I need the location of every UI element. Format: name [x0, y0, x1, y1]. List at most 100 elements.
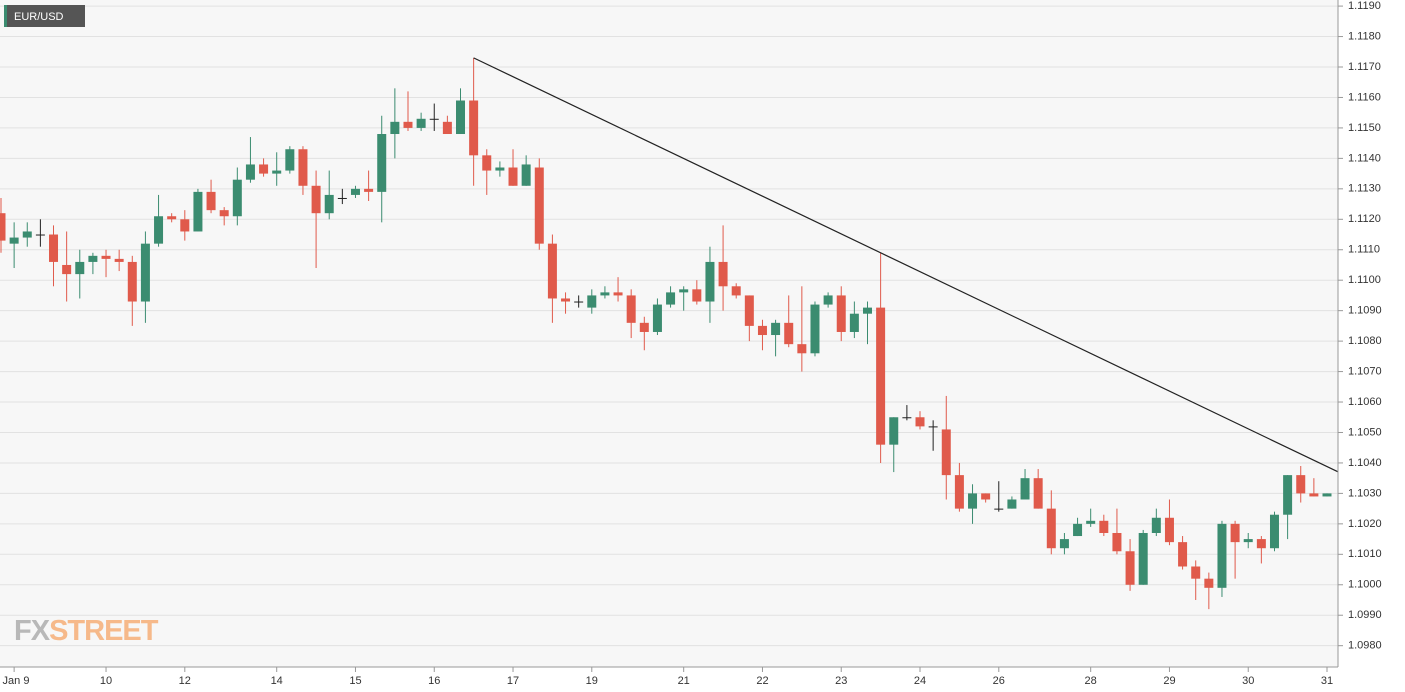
- candle-body: [600, 292, 610, 296]
- candle-body: [534, 167, 544, 244]
- candle-body: [547, 243, 557, 299]
- candle-body: [876, 307, 886, 445]
- candle-body: [337, 197, 347, 199]
- candle-body: [613, 292, 623, 296]
- candle-body: [1007, 499, 1017, 509]
- candle-body: [1086, 520, 1096, 524]
- candle-body: [928, 426, 938, 428]
- candle-body: [272, 170, 282, 174]
- candle-body: [62, 264, 72, 275]
- x-tick-label: 16: [428, 675, 440, 687]
- candle-body: [954, 475, 964, 509]
- candle-body: [259, 164, 269, 174]
- y-tick-label: 1.1130: [1348, 183, 1381, 195]
- candle-body: [127, 261, 137, 302]
- x-tick-label: 24: [914, 675, 926, 687]
- candle-body: [1073, 523, 1083, 537]
- candle-body: [311, 185, 321, 214]
- y-tick-label: 1.1090: [1348, 305, 1382, 317]
- candle-body: [915, 417, 925, 427]
- candle-body: [429, 118, 439, 120]
- x-tick-label: Jan 9: [3, 675, 30, 687]
- y-tick-label: 1.1140: [1348, 152, 1381, 164]
- candle-body: [521, 164, 531, 186]
- candle-body: [324, 194, 334, 214]
- candle-body: [377, 134, 387, 192]
- y-tick-label: 1.1160: [1348, 91, 1381, 103]
- x-tick-label: 22: [756, 675, 768, 687]
- candle-body: [154, 216, 164, 244]
- candle-body: [206, 191, 216, 211]
- legend-label: EUR/USD: [14, 11, 64, 23]
- candle-body: [968, 493, 978, 509]
- y-tick-label: 1.1190: [1348, 0, 1381, 12]
- candle-body: [245, 164, 255, 180]
- candle-body: [88, 255, 98, 262]
- y-tick-label: 1.1030: [1348, 487, 1382, 499]
- candle-body: [75, 261, 85, 275]
- y-tick-label: 1.1070: [1348, 365, 1382, 377]
- candle-body: [1217, 523, 1227, 588]
- y-tick-label: 1.1170: [1348, 61, 1381, 73]
- candle-body: [626, 295, 636, 323]
- candle-body: [1151, 517, 1161, 533]
- candle-body: [731, 286, 741, 296]
- candle-body: [994, 508, 1004, 510]
- candle-body: [836, 295, 846, 332]
- candle-body: [140, 243, 150, 302]
- candle-body: [574, 301, 584, 303]
- y-tick-label: 1.1100: [1348, 274, 1381, 286]
- candle-body: [718, 261, 728, 287]
- candle-body: [1125, 551, 1135, 585]
- candle-body: [101, 255, 111, 259]
- candle-body: [456, 100, 466, 135]
- candle-body: [403, 121, 413, 128]
- y-tick-label: 1.0990: [1348, 609, 1382, 621]
- x-tick-label: 12: [179, 675, 191, 687]
- candle-body: [1059, 539, 1069, 549]
- candle-body: [9, 237, 19, 244]
- x-tick-label: 10: [100, 675, 112, 687]
- axes: 1.0980 1.0990 1.1000 1.1010 1.1020 1.1030 1.10…: [3, 0, 1382, 687]
- candle-body: [495, 167, 505, 171]
- y-tick-label: 1.1020: [1348, 518, 1382, 530]
- y-tick-label: 1.1010: [1348, 548, 1382, 560]
- y-tick-label: 1.1000: [1348, 579, 1382, 591]
- candle-body: [1243, 539, 1253, 543]
- candle-body: [744, 295, 754, 326]
- x-tick-label: 28: [1085, 675, 1097, 687]
- candle-body: [364, 188, 374, 192]
- candle-body: [862, 307, 872, 314]
- candle-body: [1099, 520, 1109, 533]
- candle-body: [1046, 508, 1056, 549]
- watermark-fx: FX: [14, 615, 51, 647]
- candle-body: [1256, 539, 1266, 549]
- candle-body: [652, 304, 662, 332]
- candle-body: [1020, 478, 1030, 500]
- candle-body: [298, 149, 308, 186]
- candle-body: [219, 210, 229, 217]
- y-tick-label: 1.1120: [1348, 213, 1381, 225]
- candle-body: [1033, 478, 1043, 509]
- candle-body: [666, 292, 676, 305]
- candle-body: [390, 121, 400, 135]
- candle-body: [193, 191, 203, 232]
- candle-body: [981, 493, 991, 500]
- candle-body: [941, 429, 951, 476]
- candle-body: [1164, 517, 1174, 543]
- watermark: FXSTREET: [14, 615, 159, 647]
- candle-body: [757, 325, 767, 336]
- x-tick-label: 30: [1242, 675, 1254, 687]
- candle-body: [587, 295, 597, 308]
- candle-body: [285, 149, 295, 171]
- candle-body: [1269, 514, 1279, 549]
- grid: [0, 5, 1338, 647]
- candle-body: [797, 344, 807, 354]
- legend-box: [4, 5, 85, 27]
- candle-body: [849, 313, 859, 332]
- candle-body: [1322, 493, 1332, 497]
- candle-body: [810, 304, 820, 354]
- candle-body: [232, 179, 242, 217]
- x-tick-label: 23: [835, 675, 847, 687]
